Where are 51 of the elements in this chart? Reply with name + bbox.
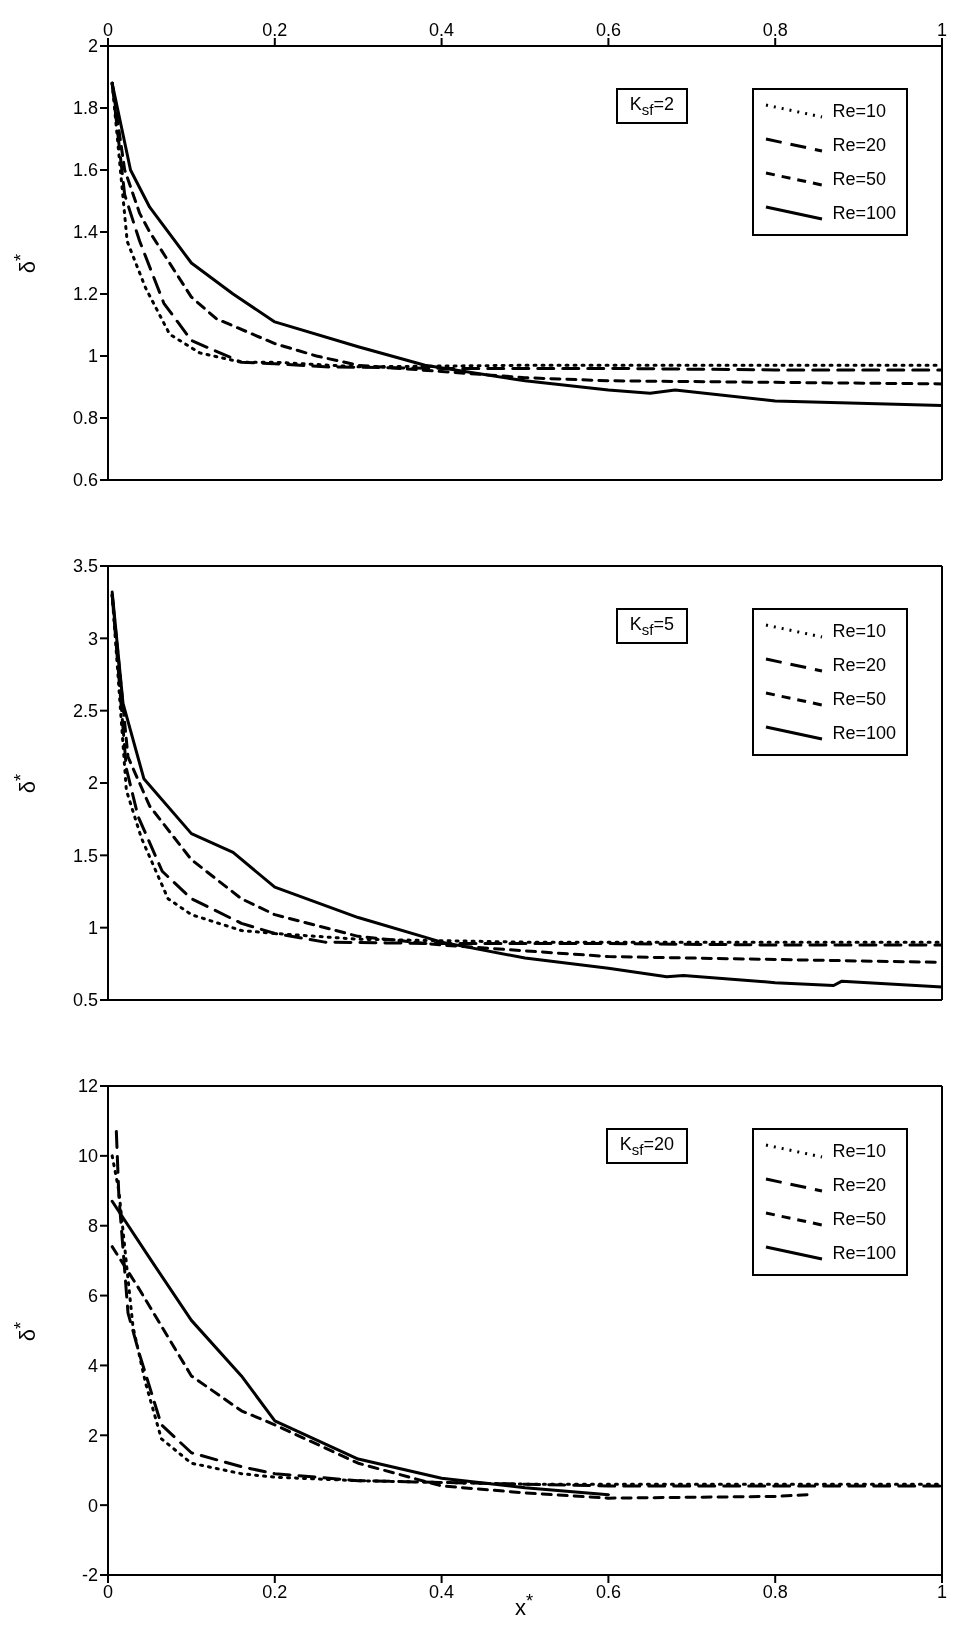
y-tick-label: 1.6 <box>72 160 98 181</box>
legend-label: Re=10 <box>832 620 886 642</box>
legend-label: Re=100 <box>832 722 896 744</box>
y-tick-label: 2 <box>87 773 98 794</box>
x2-tick-label: 0 <box>102 20 114 40</box>
legend-label: Re=20 <box>832 654 886 676</box>
x2-tick-label: 0.6 <box>595 20 621 40</box>
legend-label: Re=10 <box>832 100 886 122</box>
y-tick-label: 2 <box>87 36 98 57</box>
y-tick-label: 1 <box>87 346 98 367</box>
y-tick-label: 3.5 <box>72 556 98 577</box>
legend-label: Re=100 <box>832 202 896 224</box>
x-tick-label: 0 <box>102 1581 114 1602</box>
annotation: K$_{sf}$=2 <box>615 88 688 124</box>
legend-label: Re=100 <box>832 1242 896 1264</box>
y-tick-label: 12 <box>77 1076 98 1097</box>
annotation: K$_{sf}$=20 <box>605 1128 688 1164</box>
y-tick-label: 2.5 <box>72 701 98 722</box>
legend-label: Re=10 <box>832 1140 886 1162</box>
y-tick-label: 0 <box>87 1495 98 1516</box>
annotation: K$_{sf}$=5 <box>615 608 688 644</box>
y-tick-label: 3 <box>87 628 98 649</box>
legend-label: Re=50 <box>832 168 886 190</box>
x-tick-label: 0.8 <box>762 1581 788 1602</box>
y-tick-label: -2 <box>81 1565 98 1586</box>
y-tick-label: 6 <box>87 1285 98 1306</box>
x2-tick-label: 1 <box>936 20 948 40</box>
y-tick-label: 1.8 <box>72 98 98 119</box>
legend-label: Re=50 <box>832 688 886 710</box>
x-tick-label: 0.4 <box>429 1581 455 1602</box>
y-tick-label: 1.5 <box>72 845 98 866</box>
x-tick-label: 0.2 <box>262 1581 288 1602</box>
y-tick-label: 4 <box>87 1355 98 1376</box>
y-tick-label: 8 <box>87 1216 98 1237</box>
legend-label: Re=20 <box>832 1174 886 1196</box>
y-tick-label: 0.5 <box>72 990 98 1011</box>
y-tick-label: 1 <box>87 918 98 939</box>
x-axis-title: x$^{*}$ <box>515 1589 534 1621</box>
y-tick-label: 1.4 <box>72 222 98 243</box>
legend-label: Re=50 <box>832 1208 886 1230</box>
y-tick-label: 1.2 <box>72 284 98 305</box>
legend-label: Re=20 <box>832 134 886 156</box>
y-tick-label: 2 <box>87 1425 98 1446</box>
x-tick-label: 1 <box>936 1581 948 1602</box>
y-tick-label: 0.8 <box>72 408 98 429</box>
y-tick-label: 10 <box>77 1146 98 1167</box>
x-tick-label: 0.6 <box>595 1581 621 1602</box>
y-tick-label: 0.6 <box>72 470 98 491</box>
x2-tick-label: 0.4 <box>429 20 455 40</box>
x2-tick-label: 0.2 <box>262 20 288 40</box>
x2-tick-label: 0.8 <box>762 20 788 40</box>
